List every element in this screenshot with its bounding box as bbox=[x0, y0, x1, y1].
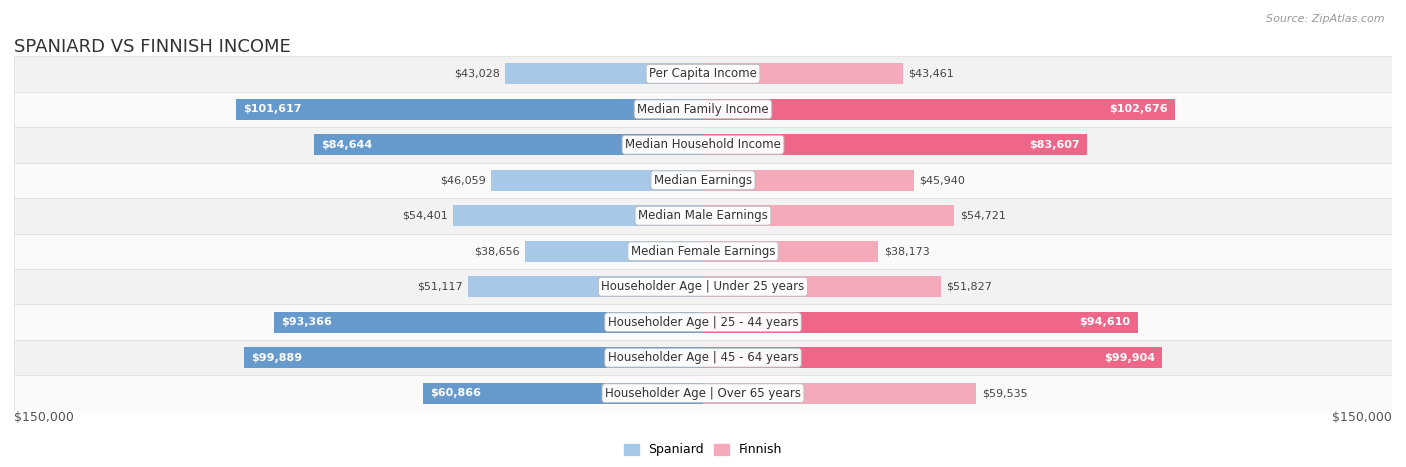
Text: $59,535: $59,535 bbox=[981, 388, 1028, 398]
Text: Median Family Income: Median Family Income bbox=[637, 103, 769, 116]
Bar bbox=[236, 99, 703, 120]
Bar bbox=[703, 311, 1137, 333]
Text: Householder Age | Under 25 years: Householder Age | Under 25 years bbox=[602, 280, 804, 293]
Bar bbox=[14, 56, 1392, 92]
Bar bbox=[703, 63, 903, 85]
Bar bbox=[14, 304, 1392, 340]
Bar bbox=[423, 382, 703, 404]
Text: $45,940: $45,940 bbox=[920, 175, 966, 185]
Bar bbox=[492, 170, 703, 191]
Text: Householder Age | 25 - 44 years: Householder Age | 25 - 44 years bbox=[607, 316, 799, 329]
Bar bbox=[14, 198, 1392, 234]
Text: $43,028: $43,028 bbox=[454, 69, 501, 79]
Legend: Spaniard, Finnish: Spaniard, Finnish bbox=[619, 439, 787, 461]
Bar bbox=[14, 375, 1392, 411]
Bar bbox=[14, 163, 1392, 198]
Bar bbox=[274, 311, 703, 333]
Bar bbox=[526, 241, 703, 262]
Text: Median Female Earnings: Median Female Earnings bbox=[631, 245, 775, 258]
Bar bbox=[14, 92, 1392, 127]
Text: $101,617: $101,617 bbox=[243, 104, 302, 114]
Text: Median Male Earnings: Median Male Earnings bbox=[638, 209, 768, 222]
Text: Householder Age | Over 65 years: Householder Age | Over 65 years bbox=[605, 387, 801, 400]
Text: Median Household Income: Median Household Income bbox=[626, 138, 780, 151]
Text: $54,721: $54,721 bbox=[960, 211, 1005, 221]
Bar bbox=[453, 205, 703, 226]
Bar bbox=[703, 99, 1174, 120]
Bar bbox=[468, 276, 703, 297]
Text: $99,904: $99,904 bbox=[1104, 353, 1154, 363]
Text: SPANIARD VS FINNISH INCOME: SPANIARD VS FINNISH INCOME bbox=[14, 38, 291, 56]
Text: $99,889: $99,889 bbox=[252, 353, 302, 363]
Bar bbox=[703, 170, 914, 191]
Text: Source: ZipAtlas.com: Source: ZipAtlas.com bbox=[1267, 14, 1385, 24]
Text: $150,000: $150,000 bbox=[14, 411, 75, 424]
Text: Median Earnings: Median Earnings bbox=[654, 174, 752, 187]
Bar bbox=[14, 269, 1392, 304]
Text: $43,461: $43,461 bbox=[908, 69, 953, 79]
Bar bbox=[703, 382, 976, 404]
Bar bbox=[505, 63, 703, 85]
Text: $54,401: $54,401 bbox=[402, 211, 447, 221]
Text: $51,827: $51,827 bbox=[946, 282, 993, 292]
Bar bbox=[14, 340, 1392, 375]
Text: $83,607: $83,607 bbox=[1029, 140, 1080, 150]
Bar bbox=[703, 134, 1087, 156]
Bar bbox=[245, 347, 703, 368]
Bar bbox=[14, 234, 1392, 269]
Text: Householder Age | 45 - 64 years: Householder Age | 45 - 64 years bbox=[607, 351, 799, 364]
Bar bbox=[703, 205, 955, 226]
Bar bbox=[703, 241, 879, 262]
Bar bbox=[703, 347, 1161, 368]
Text: $38,656: $38,656 bbox=[474, 246, 520, 256]
Text: Per Capita Income: Per Capita Income bbox=[650, 67, 756, 80]
Bar bbox=[14, 127, 1392, 163]
Text: $46,059: $46,059 bbox=[440, 175, 486, 185]
Bar bbox=[703, 276, 941, 297]
Text: $93,366: $93,366 bbox=[281, 317, 332, 327]
Text: $84,644: $84,644 bbox=[321, 140, 373, 150]
Text: $102,676: $102,676 bbox=[1109, 104, 1168, 114]
Text: $150,000: $150,000 bbox=[1331, 411, 1392, 424]
Bar bbox=[314, 134, 703, 156]
Text: $94,610: $94,610 bbox=[1080, 317, 1130, 327]
Text: $38,173: $38,173 bbox=[884, 246, 929, 256]
Text: $51,117: $51,117 bbox=[418, 282, 463, 292]
Text: $60,866: $60,866 bbox=[430, 388, 481, 398]
